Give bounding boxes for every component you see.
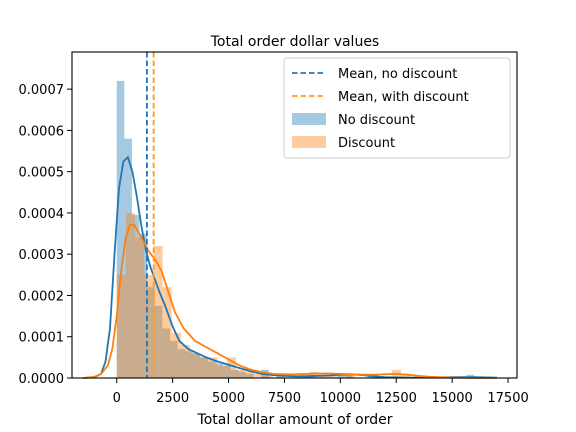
discount-bar-8 [190,353,200,378]
x-tick-label: 5000 [212,391,245,406]
discount-bar-14 [245,371,255,378]
y-tick-label: 0.0005 [19,166,65,181]
no-discount-bar-5 [154,305,163,378]
y-tick-label: 0.0001 [19,331,65,346]
discount-bar-15 [254,373,264,378]
discount-bar-21 [345,373,356,378]
legend-swatch-no-discount [292,113,326,125]
legend: Mean, no discount Mean, with discount No d… [283,57,511,159]
x-tick-label: 7500 [268,391,301,406]
y-tick-label: 0.0007 [19,83,65,98]
x-tick-label: 2500 [156,391,189,406]
no-discount-bar-2 [131,215,140,378]
x-tick-label: 0 [113,391,121,406]
x-tick-label: 17500 [487,391,528,406]
no-discount-bar-8 [177,349,186,378]
plot-frame [71,51,518,379]
no-discount-bar-15 [230,369,239,378]
discount-bar-10 [208,357,218,378]
discount-kde-line [83,223,497,379]
discount-bar-3 [144,274,154,378]
legend-label-no-discount: No discount [338,113,415,128]
discount-bar-16 [263,373,273,378]
no-discount-bar-12 [207,361,216,378]
legend-box [283,57,511,159]
discount-bar-23 [400,373,411,378]
no-discount-bar-4 [147,287,155,378]
y-tick-label: 0.0000 [19,372,65,387]
discount-bar-12 [226,357,236,378]
x-axis: 0 2500 5000 7500 10000 12500 15000 17500 [113,378,529,406]
x-tick-label: 10000 [320,391,361,406]
discount-bar-1 [125,212,136,378]
no-discount-bar-11 [200,357,208,378]
no-discount-bar-16 [238,371,246,378]
y-tick-label: 0.0003 [19,248,65,263]
y-tick-label: 0.0002 [19,289,65,304]
no-discount-bar-10 [192,353,201,378]
legend-swatch-discount [292,136,326,148]
discount-bar-6 [171,332,181,378]
discount-bar-18 [309,371,319,378]
discount-bar-9 [199,357,209,378]
no-discount-bar-3 [139,233,148,378]
y-tick-label: 0.0004 [19,207,65,222]
no-discount-bar-14 [223,365,231,378]
no-discount-bar-9 [185,351,193,378]
no-discount-bar-21 [337,373,345,378]
no-discount-bar-0 [116,80,125,378]
chart-title: Total order dollar values [210,34,379,50]
no-discount-bar-6 [162,328,170,378]
plot-area [71,51,518,379]
x-tick-label: 15000 [431,391,472,406]
no-discount-bar-7 [169,340,178,378]
discount-bar-13 [235,369,246,378]
discount-bar-5 [162,287,172,378]
legend-label-discount: Discount [338,136,395,151]
y-axis: 0.0000 0.0001 0.0002 0.0003 0.0004 0.0005 0.00… [19,83,72,387]
no-discount-bar-22 [344,373,353,378]
x-axis-label: Total dollar amount of order [197,412,393,428]
discount-bar-0 [116,274,126,378]
discount-bar-4 [153,245,163,378]
no-discount-bar-1 [124,138,132,378]
no-discount-bar-17 [245,373,254,378]
y-tick-label: 0.0006 [19,124,65,139]
x-tick-label: 12500 [376,391,417,406]
legend-label-mean-no-discount: Mean, no discount [338,67,457,82]
legend-label-mean-with-discount: Mean, with discount [338,90,469,105]
discount-bar-2 [135,237,145,378]
discount-bar-11 [217,365,227,378]
no-discount-bar-13 [215,363,224,378]
discount-bar-7 [180,344,191,378]
